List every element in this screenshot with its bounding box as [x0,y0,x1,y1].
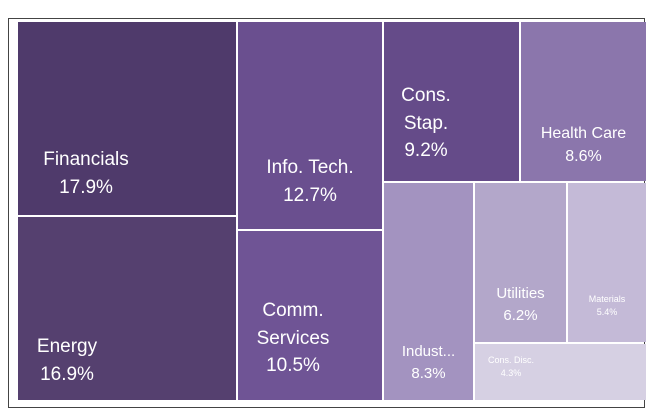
tile-value: 4.3% [500,368,522,379]
tile: Financials 17.9% [18,22,236,215]
tile-name: Materials [588,294,626,304]
tile-name: Comm. Services [256,300,330,349]
tile-name: Cons. Stap. [401,85,451,134]
tile: Cons. Disc. 4.3% [475,344,646,400]
tile: Energy 16.9% [18,217,236,400]
tile-value: 8.6% [565,148,602,166]
tile: Info. Tech. 12.7% [238,22,382,229]
tile-value: 10.5% [266,355,320,377]
tile-value: 8.3% [411,364,446,382]
tile-value: 16.9% [40,363,94,385]
tile-name: Info. Tech. [266,157,354,178]
tile-name: Financials [43,149,129,170]
tile-name: Indust... [401,343,456,360]
tile: Comm. Services 10.5% [238,231,382,400]
tile-value: 9.2% [404,140,448,162]
tile-value: 6.2% [503,306,538,324]
tile-name: Energy [36,336,98,357]
tile: Cons. Stap. 9.2% [384,22,519,181]
tile-value: 17.9% [59,176,113,198]
tile: Materials 5.4% [568,183,646,342]
tile-name: Health Care [540,125,627,142]
tile-name: Utilities [496,285,545,302]
tile-name: Cons. Disc. [487,355,534,365]
tile-value: 12.7% [283,184,337,206]
tile: Indust... 8.3% [384,183,473,400]
tile: Utilities 6.2% [475,183,566,342]
tile-value: 5.4% [596,307,618,318]
tile: Health Care 8.6% [521,22,646,181]
